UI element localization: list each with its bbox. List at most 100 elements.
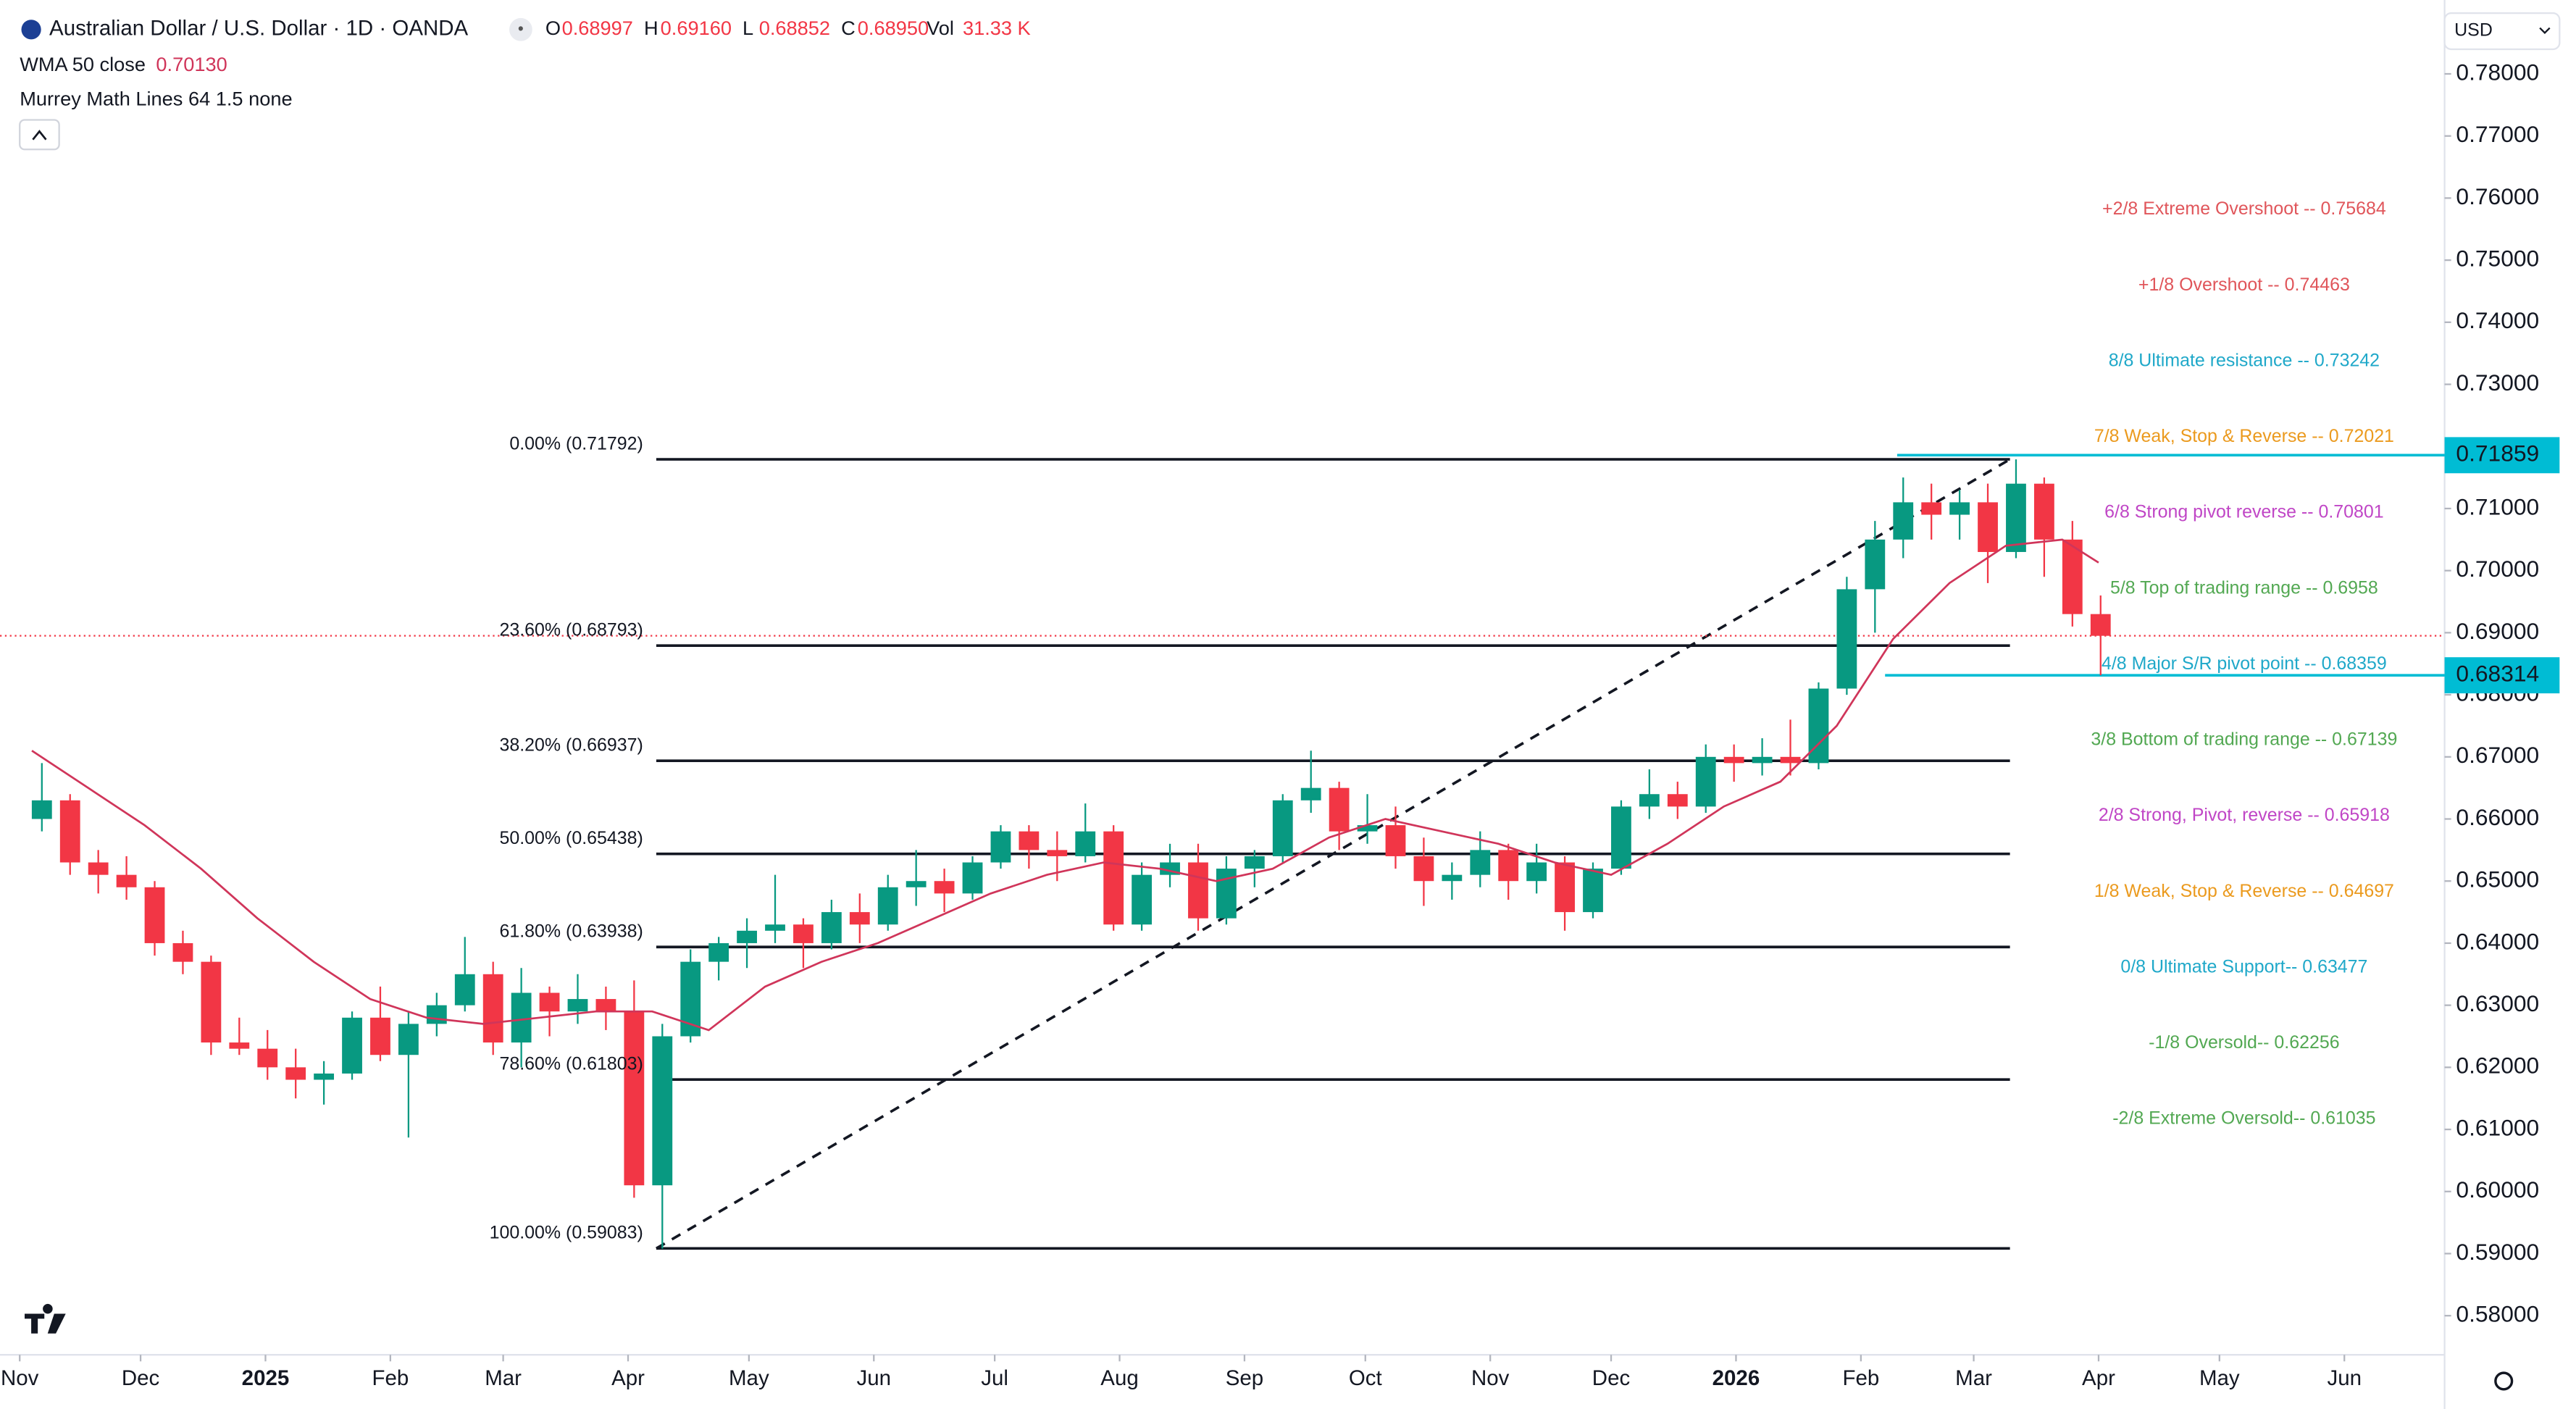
candle-body [567,999,588,1012]
ohlc-value: 0.68950 [858,17,929,39]
candle-body [1611,806,1631,869]
pane [0,72,2451,1362]
candle-body [1498,850,1519,882]
fib-label: 23.60% (0.68793) [499,619,643,640]
candle-body [849,912,870,925]
candle-body [482,974,503,1043]
murrey-label: 3/8 Bottom of trading range -- 0.67139 [2091,729,2397,749]
x-tick-label: Nov [1,1366,39,1390]
candle-body [370,1017,390,1055]
y-tick-label: 0.71000 [2456,493,2539,519]
x-tick-label: Jul [981,1366,1008,1390]
fib-label: 100.00% (0.59083) [490,1223,643,1243]
volume-key: Vol [927,17,954,39]
collapse-button[interactable] [19,119,60,151]
murrey-label: +1/8 Overshoot -- 0.74463 [2138,274,2350,294]
murrey-label: 1/8 Weak, Stop & Reverse -- 0.64697 [2094,880,2394,900]
x-tick-label: Dec [1592,1366,1630,1390]
fib-label: 38.20% (0.66937) [499,735,643,755]
x-tick-label: 2025 [242,1366,290,1390]
murrey-value: 0.65918 [2325,805,2390,825]
currency[interactable]: USD [2454,20,2493,41]
candle-body [116,874,137,887]
logo [25,1303,66,1334]
x-tick-label: Dec [122,1366,159,1390]
murrey-name: 3/8 Bottom of trading range -- [2091,729,2327,749]
murrey-value: 0.67139 [2332,729,2397,749]
x-tick-label: May [2199,1366,2240,1390]
candle-body [2033,483,2054,540]
murrey-label: 4/8 Major S/R pivot point -- 0.68359 [2102,653,2387,674]
murrey-value: 0.75684 [2321,198,2386,219]
menu-dot-glyph[interactable]: • [518,19,524,38]
candle-body [1583,869,1603,913]
murrey-name: 2/8 Strong, Pivot, reverse -- [2099,805,2320,825]
murrey-label: 0/8 Ultimate Support-- 0.63477 [2120,956,2367,977]
settings-icon[interactable] [2494,1371,2514,1391]
candle-body [1329,787,1350,832]
x-tick-label: Sep [1226,1366,1263,1390]
y-tick-label: 0.66000 [2456,804,2539,830]
ohlc-key: H [644,17,658,39]
y-tick-label: 0.62000 [2456,1053,2539,1079]
candle-body [257,1048,278,1068]
murrey-label: +2/8 Extreme Overshoot -- 0.75684 [2102,198,2386,219]
candle-body [595,999,616,1012]
price-box [2444,437,2560,474]
murrey-label: 2/8 Strong, Pivot, reverse -- 0.65918 [2099,805,2390,825]
candle-body [1413,856,1434,882]
murrey-value: 0.64697 [2329,880,2394,900]
candle-body [737,930,757,943]
candle-body [31,800,52,819]
murrey-value: 0.72021 [2329,426,2394,446]
ohlc-value: 0.69160 [661,17,732,39]
x-tick-label: 2026 [1713,1366,1760,1390]
candle-body [1893,502,1914,540]
murrey-value: 0.63477 [2302,956,2367,977]
y-tick-label: 0.70000 [2456,556,2539,582]
candle-body [88,862,109,875]
x-tick-label: Mar [485,1366,522,1390]
y-tick-label: 0.76000 [2456,183,2539,209]
candle-body [1300,787,1321,800]
y-tick-label: 0.75000 [2456,246,2539,272]
candle-body [229,1042,250,1049]
candle-body [1526,862,1547,882]
chart-title: Australian Dollar / U.S. Dollar · 1D · O… [49,17,469,41]
fib-label: 50.00% (0.65438) [499,828,643,848]
candle-body [1780,756,1801,764]
ohlc-value: 0.68997 [562,17,633,39]
price-box [2444,657,2560,694]
y-tick-label: 0.67000 [2456,742,2539,768]
candle-body [793,924,814,943]
price-box-label: 0.68314 [2456,661,2539,687]
x-tick-label: Jun [2327,1366,2362,1390]
price-box-label: 0.71859 [2456,440,2539,467]
candle-body [1442,874,1463,882]
candle-body [1667,794,1688,807]
candle-body [2062,539,2083,614]
candle-body [2006,483,2026,552]
candle-body [1865,539,1886,590]
murrey-value: 0.68359 [2322,653,2387,674]
candle-body [1639,794,1660,807]
wma-value: 0.70130 [156,53,227,75]
currency-select[interactable] [2443,12,2561,51]
candle-body [821,912,842,943]
murrey-value: 0.6958 [2323,577,2378,598]
ohlc-value: 0.68852 [759,17,830,39]
x-tick-label: Feb [1842,1366,1879,1390]
wma-name: WMA 50 close [20,53,146,75]
murrey-name: -1/8 Oversold-- [2149,1032,2269,1053]
menu-dot[interactable] [509,17,532,41]
y-tick-label: 0.78000 [2456,59,2539,85]
candle-body [1470,850,1491,875]
murrey-label: -1/8 Oversold-- 0.62256 [2149,1032,2339,1053]
fib-label: 61.80% (0.63938) [499,921,643,941]
candle-body [454,974,475,1005]
murrey-name: 7/8 Weak, Stop & Reverse -- [2094,426,2324,446]
candle-body [511,992,532,1043]
candle-body [1103,831,1124,925]
